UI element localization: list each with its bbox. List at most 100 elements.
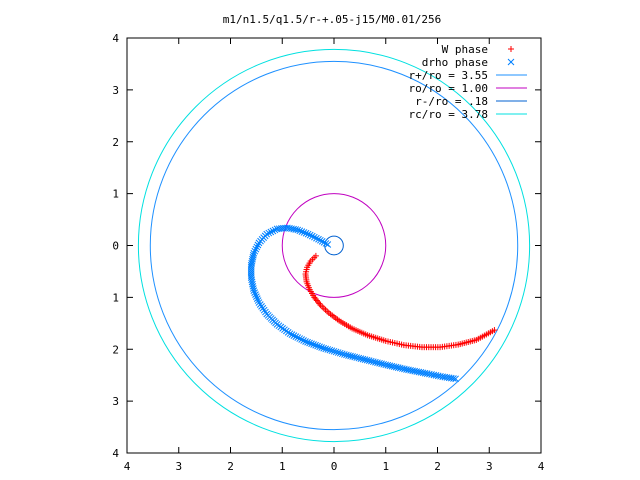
drho-phase-point [334,349,342,356]
drho-phase-point [392,363,400,371]
drho-phase-point [269,227,277,235]
drho-phase-point [253,293,260,300]
circle-curve [137,48,531,443]
circle-curve [281,193,387,298]
markers [247,224,498,383]
chart-title: m1/n1.5/q1.5/r-+.05-j15/M0.01/256 [223,13,442,26]
drho-phase-point [394,364,402,371]
drho-phase-point [357,355,365,362]
drho-phase-point [252,291,259,298]
w-phase-point [491,327,498,334]
drho-phase-point [345,352,352,359]
drho-phase-point [249,253,257,261]
x-tick-label: 1 [382,460,389,473]
drho-phase-point [294,334,302,341]
drho-phase-point [343,351,350,359]
drho-phase-point [251,289,259,296]
drho-phase-point [248,257,256,265]
x-tick-label: 2 [434,460,441,473]
drho-phase-point [249,255,256,263]
drho-phase-point [306,231,314,239]
drho-phase-point [450,375,457,382]
y-tick-label: 2 [112,136,119,149]
circle-curve [149,60,519,431]
legend-label: r+/ro = 3.55 [409,69,488,82]
legend-label: W phase [442,43,488,56]
legend-label: r-/ro = .18 [415,95,488,108]
drho-phase-point [310,341,317,348]
drho-phase-point [315,235,322,243]
drho-phase-point [338,350,346,358]
drho-phase-point [452,375,459,383]
drho-phase-point [298,228,306,235]
drho-phase-point [351,353,359,361]
drho-phase-point [300,337,307,344]
y-tick-label: 3 [112,84,119,97]
legend-marker [508,46,514,52]
curves [137,48,531,443]
drho-phase-point [286,330,294,338]
drho-phase-point [288,331,296,339]
drho-phase-point [347,352,354,360]
drho-phase-point [390,363,398,371]
drho-phase-point [369,358,377,366]
drho-phase-point [292,333,300,340]
y-tick-label: 4 [112,32,119,45]
drho-phase-point [330,347,338,355]
drho-phase-point [376,359,383,367]
drho-phase-point [320,344,328,352]
drho-phase-point [314,342,321,350]
drho-phase-point [253,295,261,302]
drho-phase-point [252,245,260,253]
y-tick-label: 4 [112,447,119,460]
y-tick-label: 0 [112,240,119,253]
drho-phase-point [310,233,318,241]
drho-phase-point [322,240,330,247]
drho-phase-point [365,357,373,365]
drho-phase-point [367,357,375,365]
drho-phase-point [254,297,262,304]
legend-label: ro/ro = 1.00 [409,82,488,95]
drho-phase-point [250,251,257,259]
legend-label: drho phase [422,56,488,69]
drho-phase-point [386,362,394,370]
drho-phase-point [332,348,340,356]
drho-phase-point [290,332,298,339]
drho-phase-point [328,347,336,355]
drho-phase-point [308,232,316,240]
drho-phase-point [322,345,330,353]
drho-phase-point [316,236,324,244]
drho-phase-point [267,228,275,236]
drho-phase-point [255,239,263,247]
x-tick-label: 4 [124,460,131,473]
drho-phase-point [302,229,310,237]
drho-phase-point [359,355,367,363]
y-tick-label: 3 [112,395,119,408]
x-tick-label: 3 [486,460,493,473]
drho-phase-point [296,335,304,342]
drho-phase-point [304,338,311,346]
drho-phase-point [308,340,315,348]
drho-phase-point [324,241,332,248]
drho-phase-point [273,225,281,233]
drho-phase-point [396,364,404,372]
drho-phase-point [384,361,392,369]
drho-phase-point [271,226,279,234]
drho-phase-point [318,344,325,351]
drho-phase-point [401,365,408,373]
drho-phase-point [275,225,283,233]
drho-phase-point [349,353,356,360]
legend-label: rc/ro = 3.78 [409,108,488,121]
drho-phase-point [302,338,309,345]
drho-phase-point [353,354,361,361]
y-tick-label: 1 [112,188,119,201]
drho-phase-point [363,356,371,364]
drho-phase-point [312,341,319,349]
x-tick-label: 0 [331,460,338,473]
drho-phase-point [355,354,363,362]
drho-phase-point [306,339,313,347]
x-tick-label: 3 [175,460,182,473]
